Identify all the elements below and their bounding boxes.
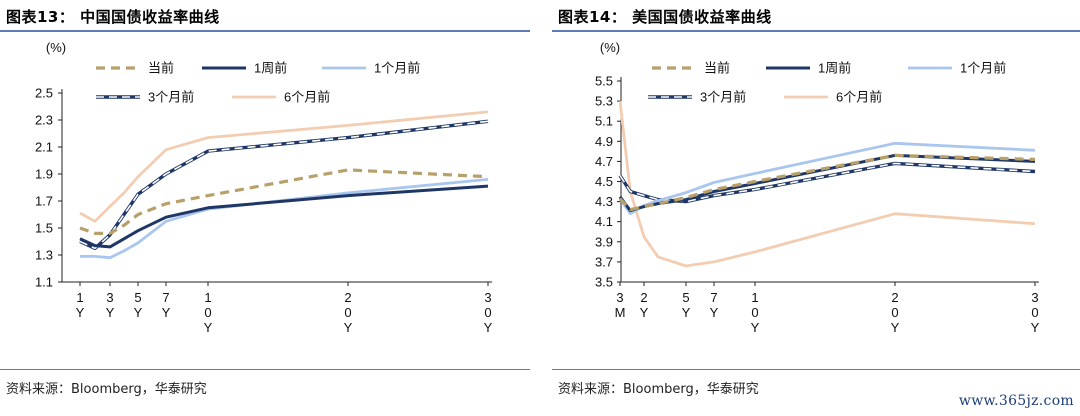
legend-label: 1周前: [818, 61, 851, 76]
china-yield-chart: (%) 1.1 1.3 1.5 1.7 1.9 2.1 2.3 2.5 1 Y 3 Y 5 Y 7 Y 1 0 Y 2 0…: [35, 40, 493, 335]
legend-item: 1个月前: [908, 61, 1006, 76]
legend-label: 当前: [704, 61, 730, 76]
legend-label: 6个月前: [284, 90, 330, 105]
legend-item: 当前: [96, 61, 174, 76]
y-tick-label: 3.9: [595, 234, 613, 249]
source-note: 资料来源：Bloomberg，华泰研究: [558, 382, 759, 397]
legend-item: 1周前: [766, 61, 851, 76]
chart-title: 图表13： 中国国债收益率曲线: [6, 8, 220, 26]
series-line: [618, 100, 1036, 268]
source-note: 资料来源：Bloomberg，华泰研究: [6, 382, 207, 397]
legend-label: 1个月前: [374, 61, 420, 76]
series-line: [79, 110, 489, 223]
legend-label: 1个月前: [960, 61, 1006, 76]
chart-title: 图表14： 美国国债收益率曲线: [558, 8, 772, 26]
legend-label: 1周前: [254, 61, 287, 76]
source-divider: [0, 369, 530, 370]
y-tick-label: 3.7: [595, 254, 613, 269]
y-tick-label: 4.9: [595, 134, 613, 149]
us-yield-panel: 图表14： 美国国债收益率曲线 (%) 3.5 3.7 3.9 4.1 4.3 4.5 4.7…: [552, 0, 1080, 416]
y-tick-label: 2.3: [35, 113, 53, 128]
legend-label: 3个月前: [148, 90, 194, 105]
legend-item: 3个月前: [648, 90, 746, 105]
china-yield-panel: 图表13： 中国国债收益率曲线 (%) 1.1 1.3 1.5 1.7 1.9 2.1 2.3…: [0, 0, 530, 416]
watermark: www.365jz.com: [958, 393, 1074, 409]
y-tick-label: 4.7: [595, 154, 613, 169]
us-yield-chart: (%) 3.5 3.7 3.9 4.1 4.3 4.5 4.7 4.9 5.1 5.3 5.5 3 M 2 Y…: [595, 40, 1040, 335]
y-unit-label: (%): [600, 40, 620, 55]
y-tick-label: 5.1: [595, 114, 613, 129]
legend-item: 3个月前: [96, 90, 194, 105]
series-line: [79, 184, 489, 249]
y-tick-label: 5.5: [595, 74, 613, 89]
title-divider: [552, 30, 1080, 32]
series-line: [79, 168, 489, 235]
y-tick-label: 2.5: [35, 86, 53, 101]
legend-label: 3个月前: [700, 90, 746, 105]
y-tick-label: 3.5: [595, 275, 613, 290]
legend-item: 1个月前: [322, 61, 420, 76]
legend-item: 1周前: [202, 61, 287, 76]
y-tick-label: 4.1: [595, 214, 613, 229]
y-unit-label: (%): [46, 40, 66, 55]
y-tick-label: 1.1: [35, 275, 53, 290]
series-line: [79, 119, 489, 250]
y-tick-label: 5.3: [595, 94, 613, 109]
legend-item: 当前: [652, 61, 730, 76]
y-tick-label: 1.3: [35, 248, 53, 263]
title-divider: [0, 30, 530, 32]
legend-label: 当前: [148, 61, 174, 76]
y-tick-label: 1.9: [35, 167, 53, 182]
legend-item: 6个月前: [232, 90, 330, 105]
series-line: [618, 161, 1036, 204]
legend-label: 6个月前: [836, 90, 882, 105]
y-tick-label: 4.3: [595, 194, 613, 209]
y-tick-label: 2.1: [35, 140, 53, 155]
series-line: [618, 141, 1036, 216]
series-line: [618, 153, 1036, 212]
source-divider: [552, 369, 1080, 370]
legend-item: 6个月前: [784, 90, 882, 105]
y-tick-label: 1.7: [35, 194, 53, 209]
y-tick-label: 4.5: [595, 174, 613, 189]
y-tick-label: 1.5: [35, 221, 53, 236]
